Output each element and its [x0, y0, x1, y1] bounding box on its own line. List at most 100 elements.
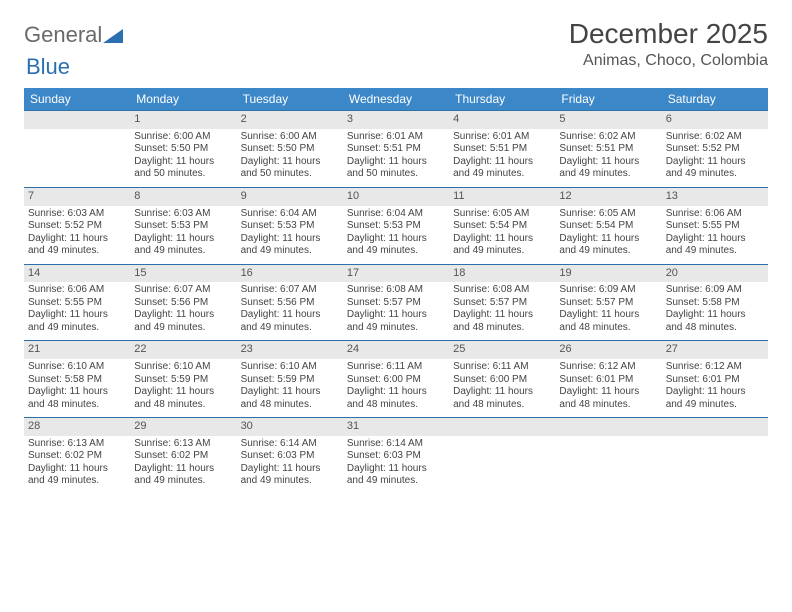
week-body-row: Sunrise: 6:10 AMSunset: 5:58 PMDaylight:…: [24, 359, 768, 418]
day-number: [555, 418, 661, 436]
day-number: 31: [343, 418, 449, 436]
day-cell: [24, 129, 130, 183]
sunrise-line: Sunrise: 6:13 AM: [134, 438, 232, 451]
daylight-line: Daylight: 11 hours and 48 minutes.: [241, 386, 339, 411]
day-number: 7: [24, 188, 130, 206]
day-cell: Sunrise: 6:01 AMSunset: 5:51 PMDaylight:…: [343, 129, 449, 187]
day-cell: Sunrise: 6:01 AMSunset: 5:51 PMDaylight:…: [449, 129, 555, 187]
day-cell: Sunrise: 6:10 AMSunset: 5:59 PMDaylight:…: [130, 359, 236, 417]
brand-part2: Blue: [26, 54, 70, 79]
sunset-line: Sunset: 6:03 PM: [347, 450, 445, 463]
day-number: 19: [555, 265, 661, 283]
sunset-line: Sunset: 6:00 PM: [347, 374, 445, 387]
day-cell: Sunrise: 6:05 AMSunset: 5:54 PMDaylight:…: [449, 206, 555, 264]
day-cell: [449, 436, 555, 490]
sunset-line: Sunset: 5:51 PM: [347, 143, 445, 156]
day-number: 17: [343, 265, 449, 283]
daylight-line: Daylight: 11 hours and 49 minutes.: [28, 309, 126, 334]
day-number: 5: [555, 111, 661, 129]
daylight-line: Daylight: 11 hours and 49 minutes.: [453, 233, 551, 258]
day-number: 15: [130, 265, 236, 283]
sunset-line: Sunset: 5:53 PM: [134, 220, 232, 233]
daylight-line: Daylight: 11 hours and 50 minutes.: [347, 156, 445, 181]
sunrise-line: Sunrise: 6:04 AM: [241, 208, 339, 221]
daylight-line: Daylight: 11 hours and 48 minutes.: [134, 386, 232, 411]
day-number: 27: [662, 341, 768, 359]
sunrise-line: Sunrise: 6:06 AM: [666, 208, 764, 221]
day-cell: [662, 436, 768, 490]
day-number: 13: [662, 188, 768, 206]
sunrise-line: Sunrise: 6:14 AM: [347, 438, 445, 451]
sunrise-line: Sunrise: 6:03 AM: [28, 208, 126, 221]
sunset-line: Sunset: 5:59 PM: [134, 374, 232, 387]
day-cell: Sunrise: 6:08 AMSunset: 5:57 PMDaylight:…: [343, 282, 449, 340]
sunrise-line: Sunrise: 6:14 AM: [241, 438, 339, 451]
day-number: [662, 418, 768, 436]
day-number: 25: [449, 341, 555, 359]
calendar-table: SundayMondayTuesdayWednesdayThursdayFrid…: [24, 88, 768, 494]
sunrise-line: Sunrise: 6:01 AM: [347, 131, 445, 144]
day-cell: Sunrise: 6:04 AMSunset: 5:53 PMDaylight:…: [237, 206, 343, 264]
day-cell: Sunrise: 6:11 AMSunset: 6:00 PMDaylight:…: [449, 359, 555, 417]
week-body-row: Sunrise: 6:03 AMSunset: 5:52 PMDaylight:…: [24, 206, 768, 265]
week-daynum-row: 28293031: [24, 418, 768, 436]
weekday-header: Monday: [130, 88, 236, 111]
sunrise-line: Sunrise: 6:11 AM: [453, 361, 551, 374]
day-number: 24: [343, 341, 449, 359]
day-cell: Sunrise: 6:07 AMSunset: 5:56 PMDaylight:…: [237, 282, 343, 340]
sunrise-line: Sunrise: 6:08 AM: [453, 284, 551, 297]
sunrise-line: Sunrise: 6:00 AM: [241, 131, 339, 144]
daylight-line: Daylight: 11 hours and 48 minutes.: [559, 309, 657, 334]
sunset-line: Sunset: 5:56 PM: [134, 297, 232, 310]
sunset-line: Sunset: 5:59 PM: [241, 374, 339, 387]
daylight-line: Daylight: 11 hours and 49 minutes.: [134, 463, 232, 488]
daylight-line: Daylight: 11 hours and 49 minutes.: [666, 156, 764, 181]
brand-part1: General: [24, 22, 102, 48]
sunrise-line: Sunrise: 6:01 AM: [453, 131, 551, 144]
sunrise-line: Sunrise: 6:05 AM: [559, 208, 657, 221]
calendar-header-row: SundayMondayTuesdayWednesdayThursdayFrid…: [24, 88, 768, 111]
day-number: 12: [555, 188, 661, 206]
sunrise-line: Sunrise: 6:07 AM: [241, 284, 339, 297]
daylight-line: Daylight: 11 hours and 48 minutes.: [347, 386, 445, 411]
day-number: 28: [24, 418, 130, 436]
sunset-line: Sunset: 5:57 PM: [347, 297, 445, 310]
daylight-line: Daylight: 11 hours and 49 minutes.: [666, 233, 764, 258]
daylight-line: Daylight: 11 hours and 49 minutes.: [241, 233, 339, 258]
day-cell: Sunrise: 6:00 AMSunset: 5:50 PMDaylight:…: [130, 129, 236, 187]
sunrise-line: Sunrise: 6:13 AM: [28, 438, 126, 451]
sunrise-line: Sunrise: 6:09 AM: [666, 284, 764, 297]
sunset-line: Sunset: 5:57 PM: [559, 297, 657, 310]
day-cell: Sunrise: 6:11 AMSunset: 6:00 PMDaylight:…: [343, 359, 449, 417]
day-number: [24, 111, 130, 129]
sunset-line: Sunset: 6:01 PM: [666, 374, 764, 387]
day-cell: Sunrise: 6:06 AMSunset: 5:55 PMDaylight:…: [662, 206, 768, 264]
day-cell: Sunrise: 6:14 AMSunset: 6:03 PMDaylight:…: [237, 436, 343, 494]
day-cell: Sunrise: 6:02 AMSunset: 5:52 PMDaylight:…: [662, 129, 768, 187]
day-number: 3: [343, 111, 449, 129]
day-cell: Sunrise: 6:06 AMSunset: 5:55 PMDaylight:…: [24, 282, 130, 340]
daylight-line: Daylight: 11 hours and 49 minutes.: [28, 463, 126, 488]
daylight-line: Daylight: 11 hours and 49 minutes.: [453, 156, 551, 181]
sunset-line: Sunset: 5:58 PM: [666, 297, 764, 310]
sunset-line: Sunset: 5:55 PM: [666, 220, 764, 233]
day-number: 14: [24, 265, 130, 283]
sunset-line: Sunset: 5:57 PM: [453, 297, 551, 310]
day-number: 6: [662, 111, 768, 129]
day-number: 16: [237, 265, 343, 283]
calendar-page: General December 2025 Animas, Choco, Col…: [0, 0, 792, 504]
sunset-line: Sunset: 6:02 PM: [28, 450, 126, 463]
sunrise-line: Sunrise: 6:09 AM: [559, 284, 657, 297]
sunset-line: Sunset: 5:51 PM: [559, 143, 657, 156]
daylight-line: Daylight: 11 hours and 50 minutes.: [134, 156, 232, 181]
day-cell: Sunrise: 6:02 AMSunset: 5:51 PMDaylight:…: [555, 129, 661, 187]
sunrise-line: Sunrise: 6:03 AM: [134, 208, 232, 221]
weekday-header: Friday: [555, 88, 661, 111]
sunrise-line: Sunrise: 6:00 AM: [134, 131, 232, 144]
sunset-line: Sunset: 5:55 PM: [28, 297, 126, 310]
day-number: 23: [237, 341, 343, 359]
day-cell: Sunrise: 6:07 AMSunset: 5:56 PMDaylight:…: [130, 282, 236, 340]
sunset-line: Sunset: 5:54 PM: [453, 220, 551, 233]
day-cell: Sunrise: 6:14 AMSunset: 6:03 PMDaylight:…: [343, 436, 449, 494]
daylight-line: Daylight: 11 hours and 49 minutes.: [559, 233, 657, 258]
